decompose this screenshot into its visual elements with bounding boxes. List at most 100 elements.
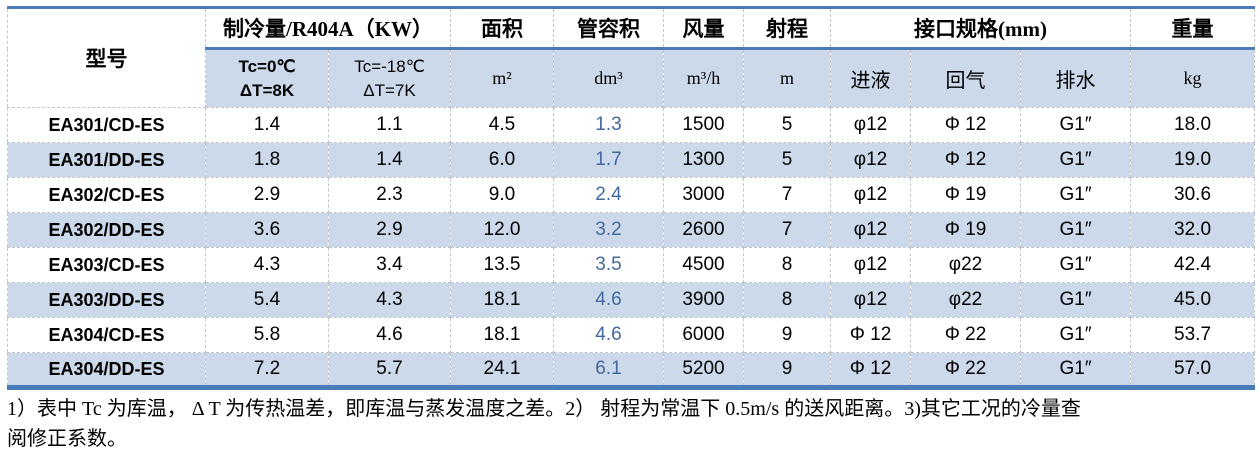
cell-cooling_0c: 1.4 — [205, 107, 329, 143]
header-model: 型号 — [7, 7, 206, 108]
cell-area: 13.5 — [450, 247, 554, 283]
cell-cooling_0c: 5.8 — [205, 317, 329, 353]
table-header: 型号 制冷量/R404A（KW） 面积 管容积 风量 射程 接口规格(mm) 重… — [7, 7, 1256, 108]
cell-drain: G1″ — [1020, 107, 1132, 143]
cell-area: 9.0 — [450, 177, 554, 213]
cell-throw: 5 — [743, 107, 831, 143]
cell-air_flow: 6000 — [663, 317, 744, 353]
cell-air_flow: 3000 — [663, 177, 744, 213]
cell-gas_return: Φ 12 — [910, 142, 1021, 178]
cell-weight: 53.7 — [1130, 317, 1256, 353]
cell-model: EA304/CD-ES — [7, 317, 206, 353]
cooling-tcm18-line1: Tc=-18℃ — [354, 56, 425, 76]
header-connection-group: 接口规格(mm) — [830, 7, 1132, 50]
table-row: EA304/CD-ES 5.8 4.6 18.1 4.6 6000 9 Φ 12 Φ 22 G1″… — [7, 317, 1256, 353]
cell-weight: 45.0 — [1130, 282, 1256, 318]
cell-tube_volume: 6.1 — [553, 352, 664, 388]
cell-cooling_m18c: 2.9 — [328, 212, 451, 248]
cell-area: 18.1 — [450, 317, 554, 353]
cell-tube_volume: 1.7 — [553, 142, 664, 178]
spec-table: 型号 制冷量/R404A（KW） 面积 管容积 风量 射程 接口规格(mm) 重… — [7, 6, 1256, 390]
cell-weight: 18.0 — [1130, 107, 1256, 143]
header-cooling-group: 制冷量/R404A（KW） — [205, 7, 451, 50]
cell-gas_return: Φ 19 — [910, 212, 1021, 248]
table-body: EA301/CD-ES 1.4 1.1 4.5 1.3 1500 5 φ12 Φ 12 G1″ 18… — [7, 107, 1256, 388]
cell-air_flow: 3900 — [663, 282, 744, 318]
cell-drain: G1″ — [1020, 177, 1132, 213]
cooling-tc0-line2: ΔT=8K — [239, 80, 295, 100]
cell-throw: 8 — [743, 282, 831, 318]
cell-area: 4.5 — [450, 107, 554, 143]
cell-cooling_m18c: 5.7 — [328, 352, 451, 388]
cell-tube_volume: 3.5 — [553, 247, 664, 283]
cell-throw: 7 — [743, 177, 831, 213]
cell-cooling_m18c: 1.4 — [328, 142, 451, 178]
cell-weight: 32.0 — [1130, 212, 1256, 248]
cell-area: 6.0 — [450, 142, 554, 178]
header-weight-unit: kg — [1130, 48, 1256, 108]
cell-liquid_in: φ12 — [830, 177, 911, 213]
cell-model: EA301/CD-ES — [7, 107, 206, 143]
cell-liquid_in: φ12 — [830, 247, 911, 283]
cell-liquid_in: φ12 — [830, 282, 911, 318]
cell-tube_volume: 2.4 — [553, 177, 664, 213]
cell-air_flow: 1500 — [663, 107, 744, 143]
cell-gas_return: Φ 22 — [910, 352, 1021, 388]
cell-gas_return: Φ 12 — [910, 107, 1021, 143]
cell-area: 24.1 — [450, 352, 554, 388]
header-area-unit: m² — [450, 48, 554, 108]
cell-cooling_m18c: 1.1 — [328, 107, 451, 143]
header-weight: 重量 — [1130, 7, 1256, 50]
header-cooling-tc0: Tc=0℃ ΔT=8K — [205, 48, 329, 108]
cell-gas_return: Φ 22 — [910, 317, 1021, 353]
cell-air_flow: 5200 — [663, 352, 744, 388]
cell-weight: 57.0 — [1130, 352, 1256, 388]
cell-gas_return: Φ 19 — [910, 177, 1021, 213]
cell-cooling_m18c: 3.4 — [328, 247, 451, 283]
cell-model: EA301/DD-ES — [7, 142, 206, 178]
cell-cooling_0c: 1.8 — [205, 142, 329, 178]
cooling-tcm18-line2: ΔT=7K — [363, 80, 416, 100]
cell-tube_volume: 4.6 — [553, 317, 664, 353]
header-air-flow: 风量 — [663, 7, 744, 50]
header-cooling-tcm18: Tc=-18℃ ΔT=7K — [328, 48, 451, 108]
cell-drain: G1″ — [1020, 317, 1132, 353]
table-row: EA301/DD-ES 1.8 1.4 6.0 1.7 1300 5 φ12 Φ 12 G1″ 19… — [7, 142, 1256, 178]
table-row: EA302/DD-ES 3.6 2.9 12.0 3.2 2600 7 φ12 Φ 19 G1″ 3… — [7, 212, 1256, 248]
cell-weight: 42.4 — [1130, 247, 1256, 283]
cell-air_flow: 1300 — [663, 142, 744, 178]
header-area: 面积 — [450, 7, 554, 50]
table-row: EA301/CD-ES 1.4 1.1 4.5 1.3 1500 5 φ12 Φ 12 G1″ 18… — [7, 107, 1256, 143]
cell-tube_volume: 3.2 — [553, 212, 664, 248]
cell-liquid_in: φ12 — [830, 142, 911, 178]
cell-area: 12.0 — [450, 212, 554, 248]
cell-model: EA304/DD-ES — [7, 352, 206, 388]
cell-throw: 7 — [743, 212, 831, 248]
footnote-line-1: 1）表中 Tc 为库温， Δ T 为传热温差，即库温与蒸发温度之差。2） 射程为… — [7, 398, 1081, 420]
cell-model: EA302/CD-ES — [7, 177, 206, 213]
cell-cooling_m18c: 2.3 — [328, 177, 451, 213]
cell-air_flow: 2600 — [663, 212, 744, 248]
footnote: 1）表中 Tc 为库温， Δ T 为传热温差，即库温与蒸发温度之差。2） 射程为… — [7, 394, 1254, 454]
cell-cooling_0c: 7.2 — [205, 352, 329, 388]
header-throw: 射程 — [743, 7, 831, 50]
cell-gas_return: φ22 — [910, 282, 1021, 318]
cell-drain: G1″ — [1020, 282, 1132, 318]
cell-cooling_m18c: 4.3 — [328, 282, 451, 318]
cell-cooling_0c: 5.4 — [205, 282, 329, 318]
cell-throw: 9 — [743, 317, 831, 353]
header-row-units: Tc=0℃ ΔT=8K Tc=-18℃ ΔT=7K m² dm³ m³/h m … — [8, 48, 1256, 108]
cell-weight: 30.6 — [1130, 177, 1256, 213]
header-air-flow-unit: m³/h — [663, 48, 744, 108]
cell-model: EA303/CD-ES — [7, 247, 206, 283]
footnote-line-2: 阅修正系数。 — [7, 428, 127, 450]
cell-drain: G1″ — [1020, 212, 1132, 248]
cell-liquid_in: Φ 12 — [830, 352, 911, 388]
cell-air_flow: 4500 — [663, 247, 744, 283]
cell-drain: G1″ — [1020, 247, 1132, 283]
header-drain: 排水 — [1020, 48, 1132, 108]
cell-gas_return: φ22 — [910, 247, 1021, 283]
header-liquid-in: 进液 — [830, 48, 911, 108]
cell-cooling_m18c: 4.6 — [328, 317, 451, 353]
